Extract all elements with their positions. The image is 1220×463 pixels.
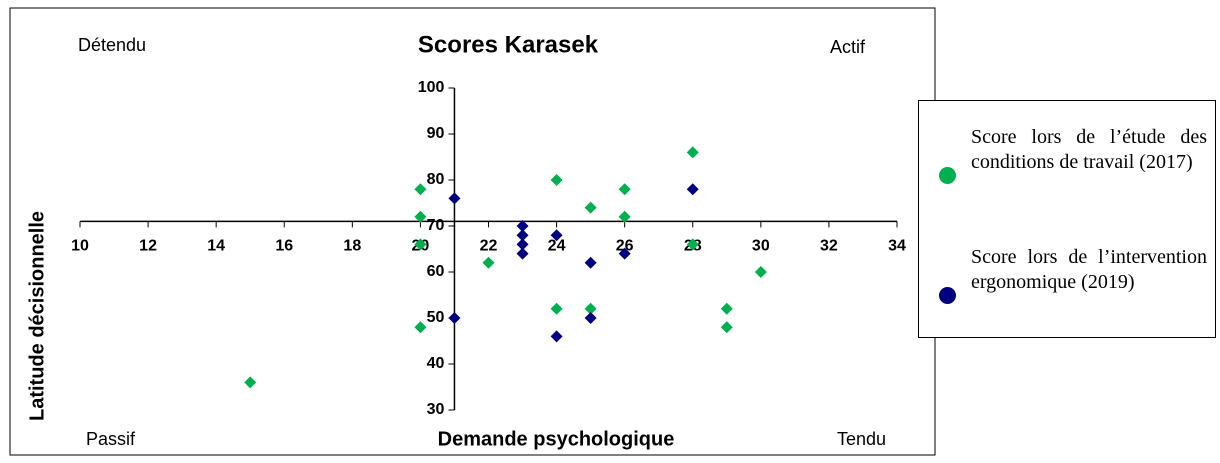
point — [584, 201, 597, 214]
point — [448, 192, 461, 205]
point — [550, 229, 563, 242]
legend: Score lors de l’étude des conditions de … — [918, 100, 1216, 338]
point — [550, 174, 563, 186]
x-axis-label: Demande psychologique — [438, 428, 675, 450]
point — [754, 266, 767, 278]
point — [414, 321, 427, 334]
y-tick-label: 80 — [427, 171, 445, 188]
point — [720, 321, 733, 334]
point — [550, 330, 563, 343]
point — [414, 183, 427, 196]
y-tick-label: 60 — [427, 263, 445, 280]
x-tick-label: 26 — [616, 238, 634, 255]
x-tick-label: 16 — [275, 238, 293, 255]
point — [516, 238, 529, 251]
legend-marker — [939, 167, 956, 184]
point — [414, 210, 427, 223]
y-tick-label: 50 — [427, 309, 445, 326]
x-tick-label: 12 — [139, 238, 157, 255]
point — [482, 256, 495, 269]
x-tick-label: 32 — [820, 238, 838, 255]
annotation: Détendu — [78, 35, 146, 55]
point — [584, 312, 597, 324]
x-tick-label: 10 — [71, 238, 89, 255]
y-tick-label: 30 — [427, 401, 445, 418]
x-tick-label: 30 — [752, 238, 770, 255]
x-tick-label: 34 — [888, 238, 906, 255]
point — [414, 238, 427, 251]
y-tick-label: 100 — [418, 79, 445, 96]
x-tick-label: 22 — [480, 238, 498, 255]
x-tick-label: 18 — [343, 238, 361, 255]
y-axis-label: Latitude décisionnelle — [26, 211, 48, 421]
legend-marker — [939, 287, 956, 304]
point — [720, 302, 733, 315]
point — [686, 238, 699, 251]
point — [686, 183, 699, 196]
annotation: Actif — [830, 37, 866, 57]
chart-frame — [9, 7, 936, 456]
point — [550, 302, 563, 315]
point — [584, 256, 597, 269]
point — [618, 183, 631, 196]
point — [244, 376, 257, 389]
legend-label: Score lors de l’étude des conditions de … — [971, 126, 1207, 173]
point — [516, 220, 529, 232]
point — [584, 302, 597, 315]
y-tick-label: 40 — [427, 355, 445, 372]
point — [618, 210, 631, 223]
chart-title: Scores Karasek — [418, 31, 599, 58]
legend-label: Score lors de l’intervention ergonomique… — [971, 246, 1207, 293]
annotation: Tendu — [837, 429, 886, 449]
x-tick-label: 24 — [548, 238, 566, 255]
annotation: Passif — [86, 429, 136, 449]
point — [686, 146, 699, 159]
point — [516, 247, 529, 260]
y-tick-label: 70 — [427, 217, 445, 234]
y-tick-label: 90 — [427, 125, 445, 142]
point — [516, 229, 529, 242]
point — [618, 247, 631, 260]
x-tick-label: 14 — [207, 238, 225, 255]
point — [448, 312, 461, 324]
